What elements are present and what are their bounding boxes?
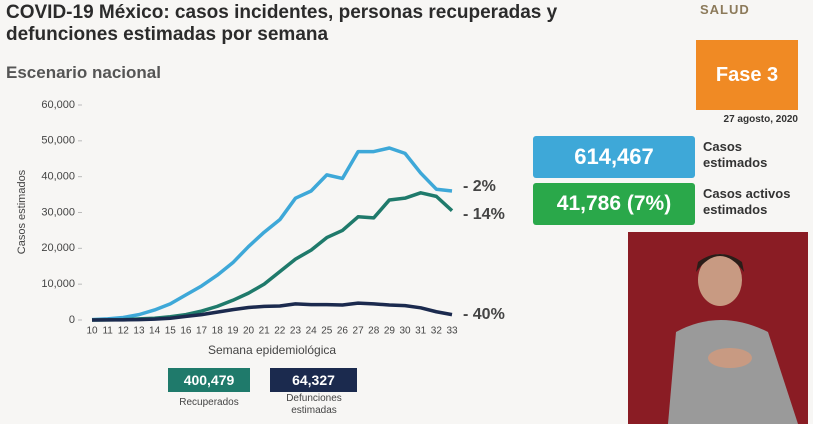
x-axis-title: Semana epidemiológica [208, 343, 336, 357]
card-label: Casos activos estimados [703, 186, 791, 217]
x-tick-label: 30 [399, 326, 411, 337]
chart: Casos estimados Semana epidemiológica 01… [16, 99, 505, 357]
subtitle: Escenario nacional [6, 63, 161, 82]
card-value: 41,786 (7%) [533, 183, 695, 225]
body [668, 320, 798, 424]
x-tick-label: 14 [149, 326, 161, 337]
x-tick-label: 21 [259, 326, 271, 337]
x-tick-label: 22 [274, 326, 286, 337]
y-tick-label: 50,000 [41, 135, 75, 147]
phase-badge: Fase 3 [696, 40, 798, 110]
end-label: - 14% [463, 206, 505, 223]
x-tick-label: 15 [165, 326, 177, 337]
series-line [91, 146, 453, 322]
x-tick-label: 19 [227, 326, 239, 337]
x-tick-label: 10 [86, 326, 98, 337]
x-tick-label: 20 [243, 326, 255, 337]
total-value: 400,479 [168, 368, 250, 392]
x-tick-label: 26 [337, 326, 349, 337]
x-tick-label: 16 [180, 326, 192, 337]
card-label: Casos estimados [703, 139, 768, 170]
x-tick-label: 18 [212, 326, 224, 337]
series-line [91, 191, 454, 322]
x-tick-label: 33 [446, 326, 458, 337]
title: COVID-19 México: casos incidentes, perso… [6, 2, 558, 45]
x-tick-label: 12 [118, 326, 130, 337]
x-tick-label: 13 [133, 326, 145, 337]
hands [708, 348, 752, 368]
end-label: - 40% [463, 306, 505, 323]
y-tick-label: 20,000 [41, 242, 75, 254]
y-tick-label: 40,000 [41, 171, 75, 183]
y-tick-label: 0 [69, 314, 75, 326]
y-tick-label: 10,000 [41, 278, 75, 290]
x-tick-label: 17 [196, 326, 208, 337]
total-label: Defunciones estimadas [286, 393, 342, 416]
x-tick-label: 29 [384, 326, 396, 337]
x-tick-label: 31 [415, 326, 427, 337]
logo: SALUD [700, 2, 750, 17]
y-tick-label: 30,000 [41, 206, 75, 218]
hair [696, 254, 744, 272]
x-tick-label: 27 [353, 326, 365, 337]
x-tick-label: 23 [290, 326, 302, 337]
end-label: - 2% [463, 178, 496, 195]
interpreter-video [628, 232, 808, 424]
y-tick-label: 60,000 [41, 99, 75, 111]
head [698, 254, 742, 306]
x-tick-label: 11 [102, 326, 113, 337]
x-tick-label: 25 [321, 326, 333, 337]
date: 27 agosto, 2020 [723, 114, 798, 125]
x-tick-label: 24 [306, 326, 318, 337]
total-label: Recuperados [179, 397, 239, 408]
total-value: 64,327 [270, 368, 357, 392]
series-line [91, 301, 453, 322]
y-axis-title: Casos estimados [16, 169, 28, 254]
card-value: 614,467 [533, 136, 695, 178]
x-tick-label: 28 [368, 326, 380, 337]
x-tick-label: 32 [431, 326, 443, 337]
